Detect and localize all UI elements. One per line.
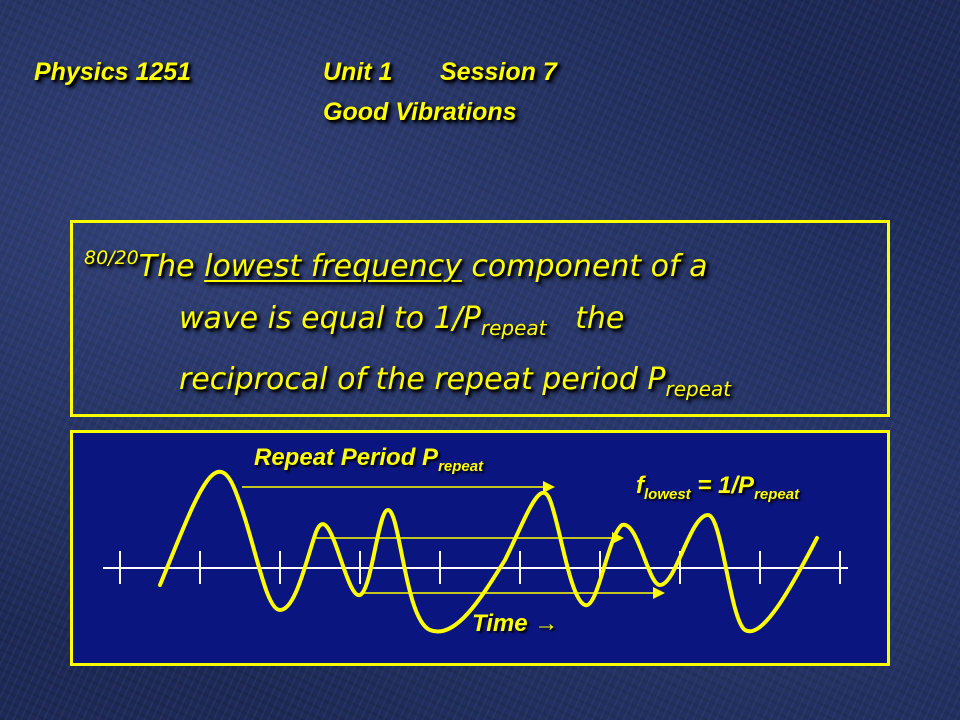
statement-text: 80/20The lowest frequency component of a… (84, 232, 884, 415)
topic-title: Good Vibrations (323, 98, 517, 126)
rule-number: 80/20 (84, 247, 139, 269)
repeat-label-sub: repeat (438, 458, 484, 475)
statement-line3-text: reciprocal of the repeat period P (179, 362, 666, 397)
formula-eq: = 1/P (690, 472, 755, 499)
lowest-frequency-formula: flowest = 1/Prepeat (636, 472, 799, 503)
statement-part1: The (138, 249, 205, 284)
formula-sub-lowest: lowest (644, 486, 691, 503)
repeat-label-text: Repeat Period P (254, 444, 439, 471)
statement-line-3: reciprocal of the repeat period Prepeat (84, 354, 884, 415)
underlined-term: lowest frequency (204, 249, 462, 284)
statement-line-1: 80/20The lowest frequency component of a (84, 232, 884, 293)
statement-line2-text: wave is equal to 1/P (179, 301, 481, 336)
course-title: Physics 1251 (34, 58, 192, 86)
statement-line2-sub: repeat (480, 316, 547, 340)
statement-part2: component of a (461, 249, 708, 284)
unit-label: Unit 1 (323, 58, 393, 86)
formula-f: f (636, 472, 644, 499)
axis-ticks (119, 551, 841, 584)
statement-box (70, 220, 890, 417)
formula-sub-repeat: repeat (754, 486, 800, 503)
repeat-period-label: Repeat Period Prepeat (254, 444, 483, 475)
wave-diagram-box (70, 430, 890, 666)
statement-line-2: wave is equal to 1/Prepeat the (84, 293, 884, 354)
statement-line3-sub: repeat (665, 377, 732, 401)
session-label: Session 7 (440, 58, 557, 86)
statement-line2-after: the (546, 301, 625, 336)
time-axis-label: Time → (472, 610, 559, 637)
